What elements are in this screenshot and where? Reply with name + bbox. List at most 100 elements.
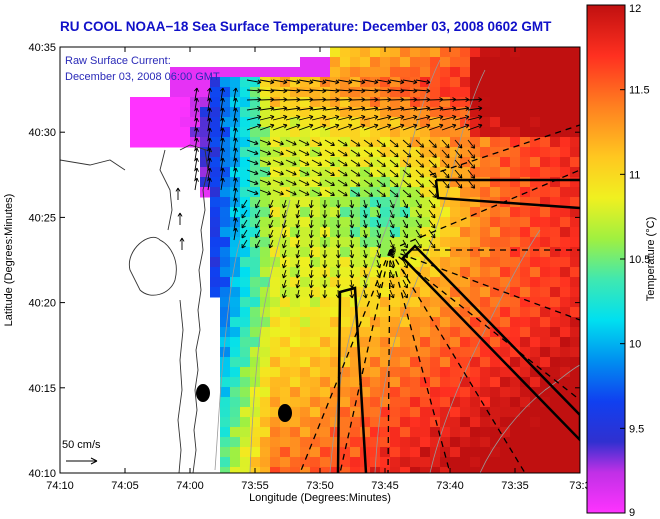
sst-cell (380, 287, 391, 298)
sst-cell (430, 127, 441, 138)
sst-cell (240, 437, 251, 448)
bathymetry-contours (214, 59, 580, 473)
current-arrow (402, 114, 418, 121)
sst-cell (270, 257, 281, 268)
sst-cell (320, 457, 331, 468)
sst-cell (380, 67, 391, 78)
sst-cell (540, 177, 551, 188)
sst-cell (340, 77, 351, 88)
sst-cell (410, 417, 421, 428)
current-arrow (246, 179, 259, 186)
sst-cell (390, 367, 401, 378)
sst-cell (240, 277, 251, 288)
sst-cell (470, 147, 481, 158)
sst-cell (560, 447, 571, 458)
sst-cell (430, 457, 441, 468)
sst-cell (400, 357, 411, 368)
sst-cell (300, 77, 311, 88)
current-arrow (220, 157, 225, 171)
sst-cell (480, 377, 491, 388)
sst-cell (350, 177, 361, 188)
current-arrow (376, 239, 382, 249)
sst-cell (210, 287, 221, 298)
current-arrow (295, 249, 301, 259)
sst-cell (410, 407, 421, 418)
current-arrow (282, 259, 287, 269)
sst-cell (210, 257, 221, 268)
current-arrow (337, 169, 348, 177)
current-arrow (428, 219, 436, 229)
sst-cell (510, 307, 521, 318)
sst-cell (490, 467, 501, 473)
sst-cell (550, 427, 561, 438)
sst-cell (500, 297, 511, 308)
current-arrow (255, 209, 261, 219)
current-arrow (337, 139, 348, 147)
x-axis-label: Longitude (Degrees:Minutes) (249, 492, 391, 504)
sst-cell (240, 427, 251, 438)
x-tick-label: 73:45 (371, 480, 399, 492)
current-arrow (255, 229, 261, 239)
sst-cell (210, 77, 221, 88)
sst-cell (540, 47, 551, 58)
sst-cell (430, 77, 441, 88)
sst-cell (470, 467, 481, 473)
sst-cell (440, 257, 451, 268)
sst-cell (210, 187, 221, 198)
sst-cell (460, 437, 471, 448)
sst-cell (540, 167, 551, 178)
current-arrow (282, 229, 287, 239)
sst-cell (360, 147, 371, 158)
sst-cell (360, 207, 371, 218)
sst-cell (190, 137, 201, 148)
sst-cell (280, 457, 291, 468)
sst-cell (550, 97, 561, 108)
sst-cell (300, 157, 311, 168)
sst-cell (510, 147, 521, 158)
sst-cell (490, 247, 501, 258)
sst-cell (400, 207, 411, 218)
sst-cell (530, 417, 541, 428)
sst-cell (330, 97, 341, 108)
sst-cell (560, 207, 571, 218)
sst-cell (540, 407, 551, 418)
sst-cell (340, 47, 351, 58)
sst-cell (220, 157, 231, 168)
sst-cell (350, 407, 361, 418)
sst-cell (290, 257, 301, 268)
sst-cell (270, 147, 281, 158)
sst-cell (220, 237, 231, 248)
sst-cell (290, 147, 301, 158)
sst-cell (440, 107, 451, 118)
sst-cell (530, 97, 541, 108)
radar-site-marker (196, 384, 210, 402)
sst-cell (190, 77, 201, 88)
sst-cell (400, 377, 411, 388)
sst-cell (320, 137, 331, 148)
sst-cell (310, 357, 321, 368)
current-arrow (467, 169, 476, 179)
sst-cell (340, 297, 351, 308)
sst-cell (380, 57, 391, 68)
sst-cell (420, 337, 431, 348)
sst-cell (380, 417, 391, 428)
sst-cell (480, 227, 491, 238)
sst-cell (430, 337, 441, 348)
sst-cell (430, 157, 441, 168)
sst-cell (400, 387, 411, 398)
sst-cell (560, 137, 571, 148)
sst-cell (290, 447, 301, 458)
current-arrow (207, 137, 212, 151)
sst-cell (210, 107, 221, 118)
sst-cell (570, 227, 580, 238)
sst-cell (530, 447, 541, 458)
sst-cell (310, 367, 321, 378)
sst-cell (540, 417, 551, 428)
sst-cell (220, 397, 231, 408)
current-arrow (376, 199, 382, 209)
sst-cell (540, 367, 551, 378)
current-arrow (194, 107, 199, 121)
sst-cell (240, 307, 251, 318)
sst-cell (510, 107, 521, 118)
